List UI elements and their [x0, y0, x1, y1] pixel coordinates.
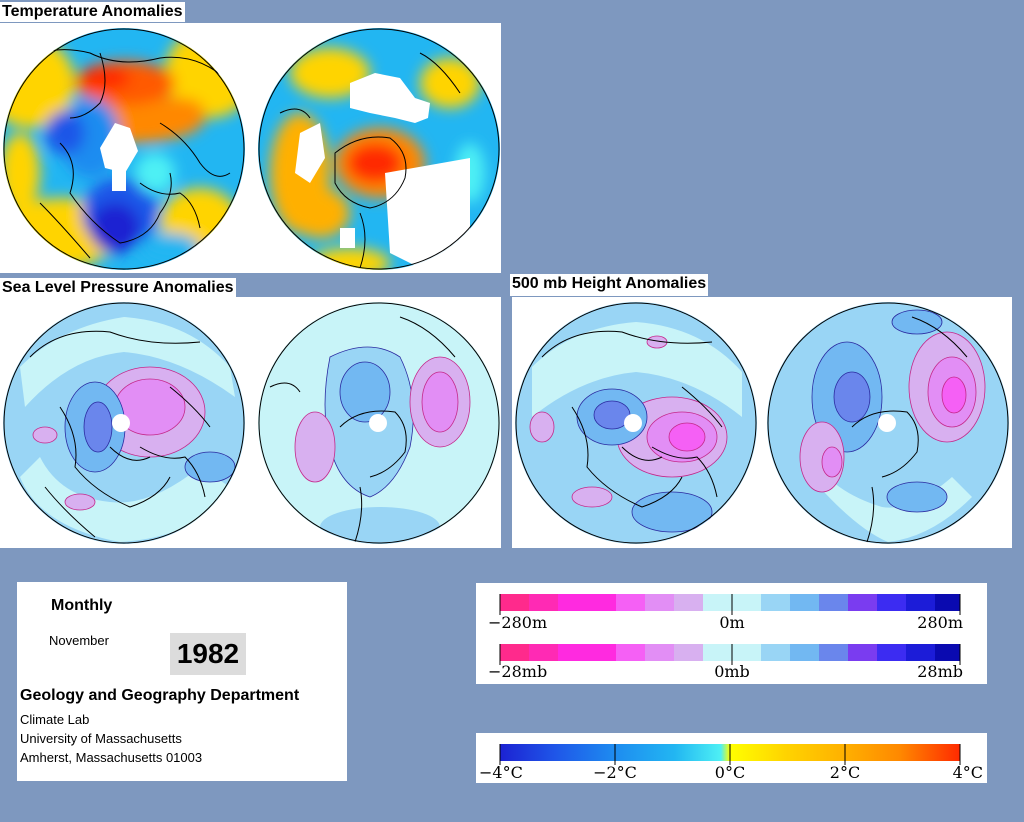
- temperature-panel: [0, 23, 501, 273]
- pressure-mid-label: 0mb: [714, 662, 750, 681]
- pressure-colorbar: [499, 644, 961, 665]
- height-mid-label: 0m: [719, 613, 744, 632]
- pressure-min-label: −28mb: [488, 662, 547, 681]
- temp-label-minus2: −2°C: [593, 763, 637, 782]
- slp-title: Sea Level Pressure Anomalies: [0, 278, 236, 298]
- height500-north-map: [515, 302, 757, 544]
- university-label: University of Massachusetts: [20, 731, 182, 746]
- temperature-maps: [3, 28, 500, 270]
- year-badge: 1982: [170, 633, 246, 675]
- info-box: Monthly November 1982 Geology and Geogra…: [17, 582, 347, 781]
- temperature-south-map: [258, 28, 500, 270]
- temp-label-4: 4°C: [953, 763, 983, 782]
- temperature-legend: −4°C −2°C 0°C 2°C 4°C: [476, 733, 987, 783]
- height-colorbar: [499, 594, 961, 615]
- height-pressure-legend: −280m 0m 280m −28mb 0mb 28mb: [476, 583, 987, 684]
- temp-label-minus4: −4°C: [479, 763, 523, 782]
- height-max-label: 280m: [917, 613, 963, 632]
- slp-south-map: [258, 302, 500, 544]
- pressure-max-label: 28mb: [917, 662, 963, 681]
- slp-north-map: [3, 302, 245, 544]
- height500-maps: [515, 302, 1009, 544]
- temp-label-0: 0°C: [715, 763, 745, 782]
- height-min-label: −280m: [488, 613, 547, 632]
- address-label: Amherst, Massachusetts 01003: [20, 750, 203, 765]
- slp-maps: [3, 302, 500, 544]
- slp-panel: [0, 297, 501, 548]
- lab-label: Climate Lab: [20, 712, 90, 727]
- height500-south-map: [767, 302, 1009, 544]
- temperature-colorbar: [499, 744, 961, 765]
- department-label: Geology and Geography Department: [20, 687, 300, 704]
- temp-label-2: 2°C: [830, 763, 860, 782]
- height500-panel: [512, 297, 1012, 548]
- period-label: Monthly: [51, 597, 113, 614]
- height500-title: 500 mb Height Anomalies: [510, 274, 709, 296]
- temperature-north-map: [3, 28, 245, 270]
- month-label: November: [49, 633, 109, 648]
- temperature-title: Temperature Anomalies: [0, 2, 185, 22]
